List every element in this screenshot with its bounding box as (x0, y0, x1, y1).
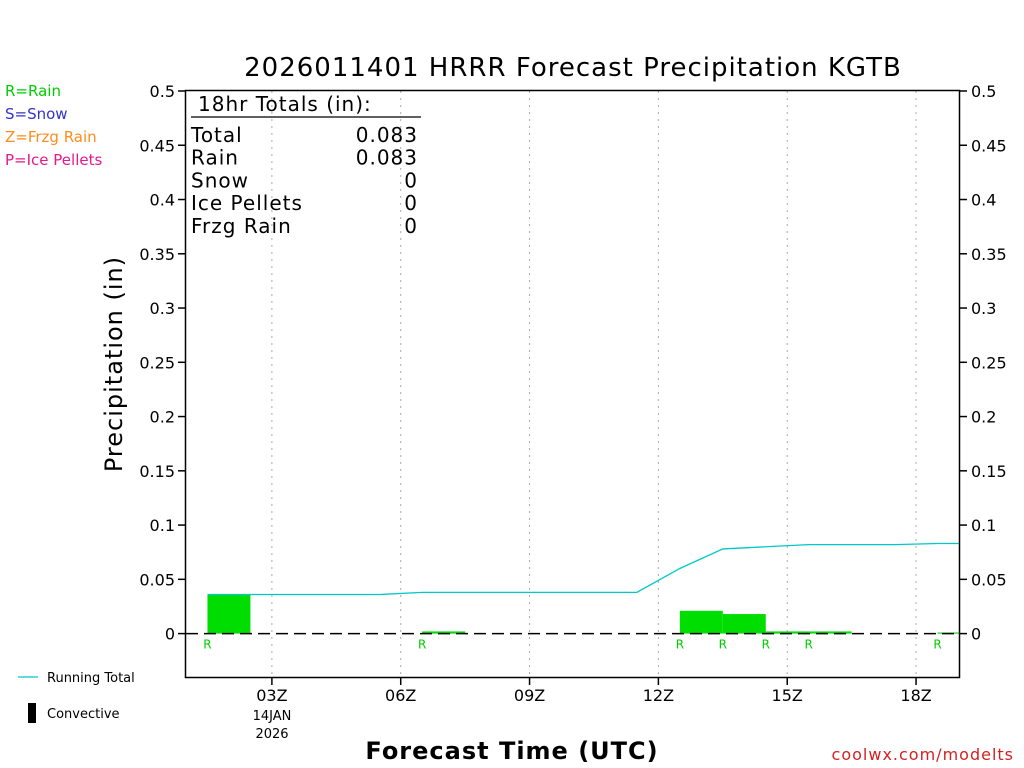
y-tick-label-left: 0.4 (150, 191, 175, 210)
y-tick-label-left: 0.5 (150, 82, 175, 101)
precip-type-marker: R (719, 638, 727, 652)
precip-type-legend: R=Rain S=Snow Z=Frzg Rain P=Ice Pellets (5, 82, 102, 169)
y-tick-label-right: 0.25 (971, 353, 1007, 372)
credit-text: coolwx.com/modelts (832, 745, 1014, 764)
y-tick-label-left: 0.45 (139, 136, 175, 155)
totals-row-label: Snow (191, 168, 249, 192)
x-tick-label: 18Z (900, 686, 931, 705)
convective-legend-label: Convective (47, 707, 120, 722)
y-tick-label-left: 0.05 (139, 570, 175, 589)
series-legend: Running Total Convective (18, 671, 135, 723)
precip-bar (679, 610, 723, 634)
totals-box: 18hr Totals (in): Total 0.083 Rain 0.083 Snow… (190, 92, 421, 238)
y-tick-label-right: 0.05 (971, 570, 1007, 589)
y-tick-label-left: 0.15 (139, 462, 175, 481)
totals-row-label: Ice Pellets (191, 191, 303, 215)
y-tick-label-right: 0 (971, 625, 981, 644)
totals-row-value: 0.083 (356, 123, 418, 147)
totals-header: 18hr Totals (in): (198, 92, 372, 116)
convective-legend-swatch (28, 703, 36, 723)
y-tick-label-left: 0.35 (139, 245, 175, 264)
type-legend-item: S=Snow (5, 105, 68, 123)
precip-bars (207, 594, 959, 634)
y-tick-label-right: 0.2 (971, 408, 996, 427)
y-tick-label-left: 0.1 (150, 516, 175, 535)
totals-row-label: Total (190, 123, 243, 147)
chart-title: 2026011401 HRRR Forecast Precipitation K… (244, 53, 902, 83)
y-tick-label-right: 0.4 (971, 191, 996, 210)
y-tick-label-left: 0 (165, 625, 175, 644)
x-tick-label: 06Z (385, 686, 416, 705)
y-tick-label-right: 0.5 (971, 82, 996, 101)
running-total-legend-label: Running Total (47, 671, 135, 686)
precip-type-marker: R (418, 638, 426, 652)
precip-bar (207, 594, 251, 634)
precip-type-marker: R (203, 638, 211, 652)
x-axis-label: Forecast Time (UTC) (365, 737, 658, 765)
precip-type-marker: R (933, 638, 941, 652)
y-tick-label-right: 0.35 (971, 245, 1007, 264)
totals-row-value: 0 (404, 191, 418, 215)
y-tick-label-right: 0.1 (971, 516, 996, 535)
y-tick-label-left: 0.25 (139, 353, 175, 372)
precip-bar (765, 631, 809, 634)
totals-row-label: Rain (191, 146, 239, 170)
x-axis-ticks: 03Z 06Z 09Z 12Z 15Z 18Z (256, 677, 932, 705)
totals-row-value: 0 (404, 168, 418, 192)
precip-bar (722, 614, 766, 634)
y-axis-ticks: 0 00.05 0.050.1 0.10.15 0.150.2 0.20.25 0.250.… (139, 82, 1006, 644)
plot-frame (184, 89, 961, 679)
type-legend-item: P=Ice Pellets (5, 151, 102, 169)
type-legend-item: Z=Frzg Rain (5, 128, 97, 146)
y-tick-label-right: 0.45 (971, 136, 1007, 155)
y-tick-label-right: 0.15 (971, 462, 1007, 481)
precip-bar (422, 631, 466, 634)
y-tick-label-left: 0.2 (150, 408, 175, 427)
totals-row-value: 0.083 (356, 146, 418, 170)
x-tick-label: 09Z (514, 686, 545, 705)
precip-type-marker: R (676, 638, 684, 652)
running-total-line (207, 542, 959, 596)
y-tick-label-right: 0.3 (971, 299, 996, 318)
precip-type-marker: R (805, 638, 813, 652)
type-legend-item: R=Rain (5, 82, 61, 100)
totals-row-value: 0 (404, 214, 418, 238)
x-tick-label: 12Z (643, 686, 674, 705)
grid-lines (271, 91, 917, 677)
date-label-year: 2026 (255, 727, 288, 742)
x-tick-label: 03Z (256, 686, 287, 705)
precip-type-marker: R (762, 638, 770, 652)
y-tick-label-left: 0.3 (150, 299, 175, 318)
totals-row-label: Frzg Rain (191, 214, 292, 238)
x-tick-label: 15Z (772, 686, 803, 705)
y-axis-label: Precipitation (in) (100, 256, 128, 472)
precip-bar (808, 631, 852, 634)
date-label-day: 14JAN (253, 709, 292, 724)
